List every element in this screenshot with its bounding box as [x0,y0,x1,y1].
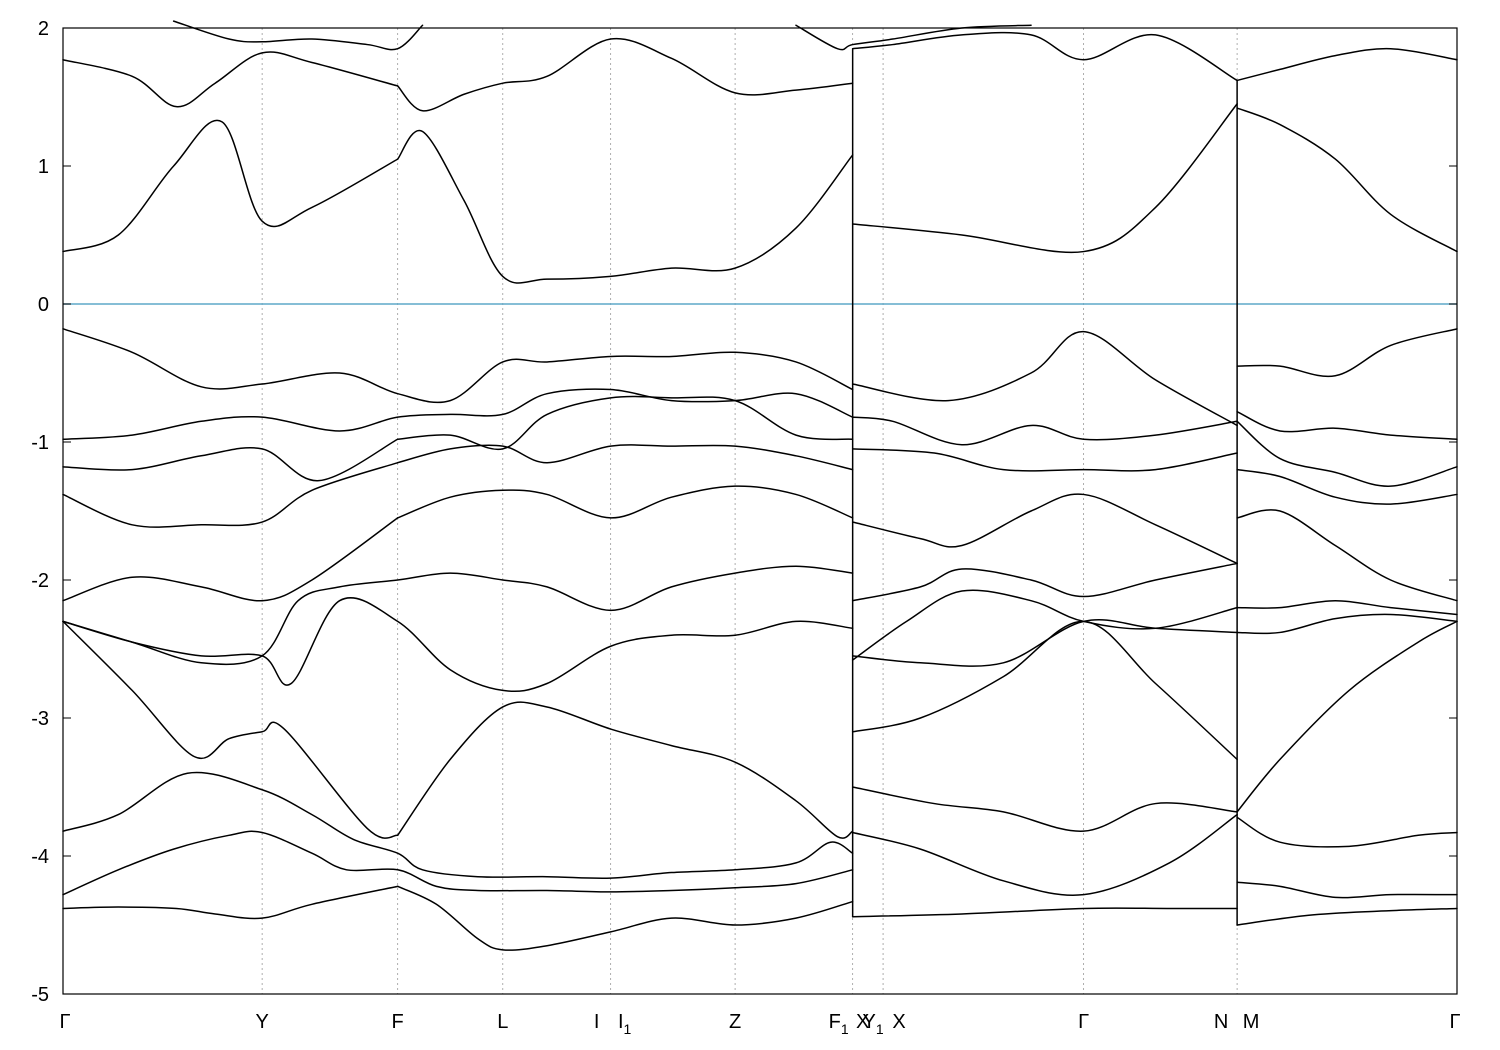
band-line-29 [396,395,854,451]
band-line-20 [62,517,399,602]
band-line-30 [851,448,1238,472]
band-line-22 [851,562,1238,602]
y-tick-label-3: -1 [31,432,49,454]
band-line-32 [62,388,854,440]
x-tick-label-4: I [594,1011,600,1033]
band-line-41 [1236,107,1458,253]
band-line-34 [1236,410,1458,440]
x-tick-label-6: Z [729,1011,741,1033]
x-tick-subscript-9: 1 [876,1021,884,1037]
band-line-7 [62,771,854,879]
band-line-23 [1236,509,1458,602]
band-line-14 [62,597,854,693]
band-line-44 [851,31,1238,82]
band-layer [62,20,1458,951]
plot-frame [62,27,1458,995]
band-line-9 [1236,816,1458,848]
band-line-21 [396,485,854,519]
band-line-3 [1236,907,1458,926]
x-tick-label-7: F1 [829,1011,849,1037]
x-tick-label-13: M [1243,1011,1260,1033]
band-line-36 [851,330,1238,427]
x-tick-label-9: Y1 [863,1011,884,1037]
y-tick-label-0: 2 [38,18,49,40]
x-tick-label-10: X [892,1011,905,1033]
band-line-15 [851,618,1238,667]
x-tick-label-11: Γ [1078,1011,1089,1033]
band-line-24 [62,461,399,528]
x-tick-label-2: F [392,1011,404,1033]
x-tick-subscript-5: 1 [624,1021,632,1037]
band-line-2 [851,907,1238,918]
band-line-10 [62,620,399,839]
band-line-13 [1236,620,1458,813]
grid-layer [261,28,1238,994]
x-tick-label-8: X [856,1011,869,1033]
band-line-4 [62,830,854,896]
x-tick-label-1: Y [255,1011,268,1033]
band-line-1 [396,885,854,951]
y-tick-label-5: -3 [31,708,49,730]
x-tick-subscript-7: 1 [841,1021,849,1037]
band-line-0 [62,885,399,920]
band-line-19 [1236,599,1458,616]
band-line-45 [1236,47,1458,82]
band-line-16 [1236,613,1458,635]
band-line-25 [396,444,854,471]
x-tick-label-14: Γ [1449,1011,1460,1033]
band-line-12 [851,620,1238,761]
band-line-33 [851,416,1238,446]
band-line-26 [851,493,1238,565]
band-line-8 [851,786,1238,832]
band-line-46 [172,20,424,51]
band-line-5 [851,813,1238,896]
x-tick-label-12: N [1214,1011,1228,1033]
y-tick-label-4: -2 [31,570,49,592]
x-tick-label-0: Γ [59,1011,70,1033]
band-line-18 [851,589,1238,661]
y-tick-label-7: -5 [31,984,49,1006]
band-line-17 [62,565,854,666]
band-line-27 [1236,468,1458,505]
band-line-42 [62,51,399,108]
y-tick-label-2: 0 [38,294,49,316]
band-line-28 [62,438,399,482]
x-tick-label-3: L [497,1011,508,1033]
band-line-43 [396,37,854,112]
band-line-39 [396,129,854,284]
y-tick-label-6: -4 [31,846,49,868]
y-tick-label-1: 1 [38,156,49,178]
band-line-37 [1236,328,1458,378]
band-line-31 [1236,420,1458,487]
band-line-38 [62,119,399,253]
band-line-11 [396,701,854,839]
band-line-40 [851,103,1238,254]
band-line-6 [1236,881,1458,899]
band-line-47 [795,24,1032,51]
band-line-35 [62,328,854,404]
x-tick-label-5: I1 [618,1011,632,1037]
x-axis: Γ Y F L I I1 Z F1 XY1 X Γ N M Γ [59,1011,1460,1037]
y-axis: 2 1 0 -1 -2 -3 -4 -5 [31,18,1457,1006]
